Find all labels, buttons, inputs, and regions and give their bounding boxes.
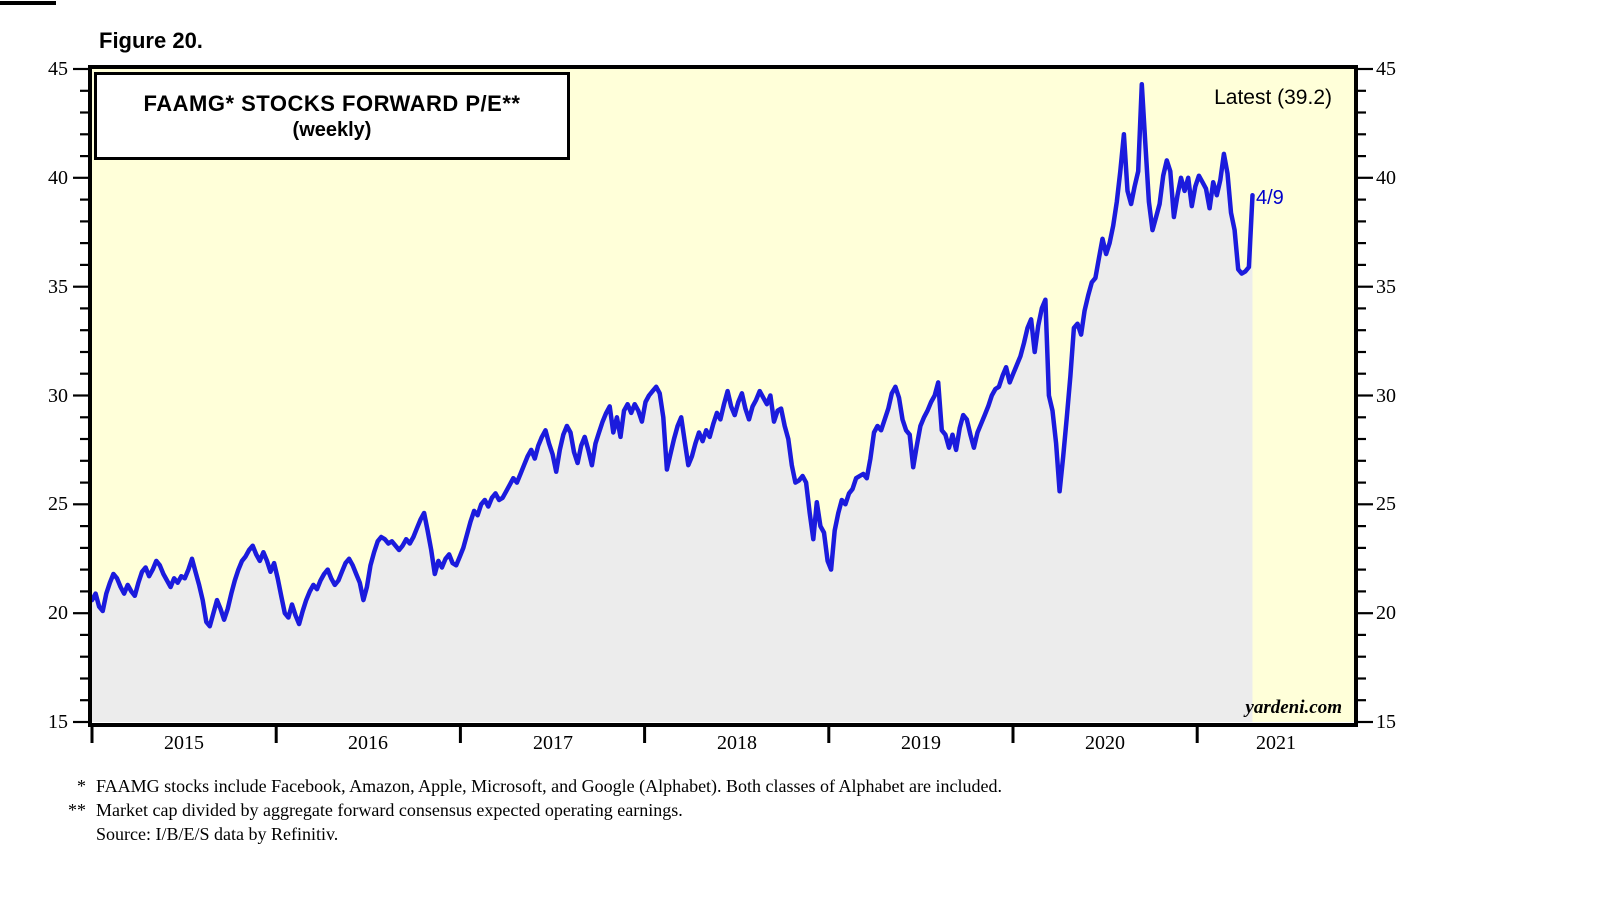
x-axis-label-2019: 2019 <box>901 732 941 754</box>
y-axis-label-right-40: 40 <box>1376 167 1396 189</box>
y-axis-label-left-40: 40 <box>48 167 68 189</box>
x-axis-label-2021: 2021 <box>1256 732 1296 754</box>
y-axis-label-right-45: 45 <box>1376 58 1396 80</box>
footnote-marker <box>56 822 86 846</box>
y-axis-label-right-30: 30 <box>1376 385 1396 407</box>
footnote-text: FAAMG stocks include Facebook, Amazon, A… <box>96 776 1002 796</box>
series-area-fill <box>92 84 1253 722</box>
latest-value-label: Latest (39.2) <box>1214 86 1332 109</box>
chart-title-box: FAAMG* STOCKS FORWARD P/E** (weekly) <box>94 72 570 160</box>
y-axis-label-right-20: 20 <box>1376 602 1396 624</box>
y-axis-label-left-15: 15 <box>48 711 68 733</box>
chart-title: FAAMG* STOCKS FORWARD P/E** <box>143 90 521 116</box>
x-axis-label-2017: 2017 <box>533 732 573 754</box>
y-axis-label-right-25: 25 <box>1376 493 1396 515</box>
footnote-row: * FAAMG stocks include Facebook, Amazon,… <box>56 774 1002 798</box>
footnote-marker: * <box>77 776 86 796</box>
page-edge-artifact <box>0 1 56 5</box>
footnote-text: Market cap divided by aggregate forward … <box>96 800 683 820</box>
footnote-marker: ** <box>68 800 86 820</box>
series-endpoint-date-label: 4/9 <box>1256 187 1284 209</box>
x-axis-label-2016: 2016 <box>348 732 388 754</box>
x-axis-label-2020: 2020 <box>1085 732 1125 754</box>
y-axis-label-right-35: 35 <box>1376 276 1396 298</box>
figure-label: Figure 20. <box>99 28 203 53</box>
plot-border <box>88 65 1358 727</box>
pe-series-line <box>89 81 1255 629</box>
x-axis-label-2018: 2018 <box>717 732 757 754</box>
y-axis-label-left-25: 25 <box>48 493 68 515</box>
watermark: yardeni.com <box>1245 697 1342 718</box>
chart-subtitle: (weekly) <box>292 118 372 141</box>
y-axis-label-left-35: 35 <box>48 276 68 298</box>
y-axis-label-left-30: 30 <box>48 385 68 407</box>
x-axis-label-2015: 2015 <box>164 732 204 754</box>
footnote-row: ** Market cap divided by aggregate forwa… <box>56 798 1002 822</box>
y-axis-label-left-45: 45 <box>48 58 68 80</box>
footnote-text: Source: I/B/E/S data by Refinitiv. <box>96 824 339 844</box>
y-axis-label-right-15: 15 <box>1376 711 1396 733</box>
footnote-row: Source: I/B/E/S data by Refinitiv. <box>56 822 1002 846</box>
footnotes: * FAAMG stocks include Facebook, Amazon,… <box>56 774 1002 846</box>
y-axis-label-left-20: 20 <box>48 602 68 624</box>
